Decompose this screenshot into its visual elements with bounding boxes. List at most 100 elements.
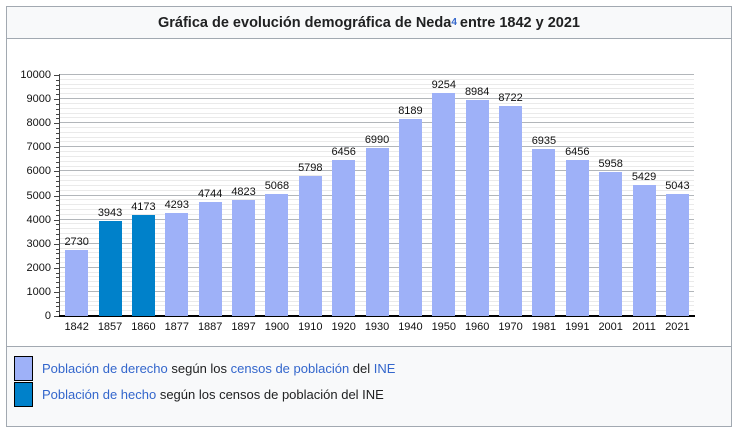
y-axis-tick [56,238,59,240]
y-axis-label: 0 [44,310,51,322]
y-axis-tick [54,171,59,173]
bar-value-label: 8984 [464,85,490,98]
bar-value-label: 5429 [631,171,657,184]
bar-value-label: 4173 [131,201,156,214]
bar-slot: 8984 [461,75,494,316]
gridline-minor [60,131,694,133]
bar-1930 [365,147,389,316]
bar-value-label: 6456 [331,146,356,159]
y-axis-tick [56,166,59,168]
y-axis-tick [56,301,59,303]
title-reference-link[interactable]: 4 [451,16,457,28]
bar-slot: 5043 [661,75,694,316]
bar-1960 [465,99,489,316]
bar-slot: 6990 [360,75,393,316]
bar-slot: 4744 [194,75,227,316]
gridline-major [60,146,694,148]
bar-slot: 6456 [327,75,360,316]
y-axis-label: 2000 [26,261,51,274]
y-axis-tick [54,291,59,293]
y-axis-tick [56,258,59,260]
y-axis-tick [56,200,59,202]
gridline-minor [60,78,694,80]
x-axis-label: 1897 [231,321,256,333]
legend-text-hecho: Población de hecho según los censos de p… [42,386,384,402]
y-axis-tick [56,161,59,163]
bar-value-label: 4293 [164,198,190,211]
bar-value-label: 8722 [498,91,523,104]
gridline-minor [60,127,694,129]
bar-slot: 8189 [394,75,427,316]
bar-slot: 4823 [227,75,260,316]
gridline-major [60,98,694,100]
bar-slot: 6456 [561,75,594,316]
bar-value-label: 6935 [531,134,557,147]
y-axis-tick [56,156,59,158]
y-axis-tick [54,243,59,245]
y-axis-tick [56,176,59,178]
chart-title-range: entre 1842 y 2021 [459,14,580,31]
bar-value-label: 2730 [64,236,89,249]
legend-swatch-derecho [14,355,33,381]
bar-slot: 4293 [160,75,193,316]
y-axis-tick [56,113,59,115]
y-axis-tick [56,214,59,216]
y-axis-label: 4000 [26,213,51,226]
y-axis-tick [56,103,59,105]
legend-swatch-hecho [14,381,33,407]
y-axis-tick [56,79,59,81]
x-axis-label: 2001 [598,321,623,333]
bar-1981 [532,148,556,316]
y-axis-label: 9000 [26,93,51,106]
bar-slot: 5068 [260,75,293,316]
y-axis-tick [56,272,59,274]
y-axis-tick [56,118,59,120]
x-axis-label: 1981 [531,321,557,333]
bar-slot: 9254 [427,75,460,316]
y-axis-tick [54,147,59,149]
bar-1920 [332,160,356,316]
gridline-minor [60,93,694,95]
y-axis-tick [56,229,59,231]
bar-slot: 4173 [127,75,160,316]
y-axis-tick [56,84,59,86]
x-axis-label: 1910 [298,321,323,333]
y-axis-tick [56,108,59,110]
gridline-minor [60,88,694,90]
gridline-minor [60,83,694,85]
bar-value-label: 3943 [97,206,123,219]
y-axis-label: 6000 [26,165,51,178]
bar-1991 [565,160,589,316]
y-axis-tick [56,142,59,144]
y-axis-tick [56,152,59,154]
y-axis-tick [56,185,59,187]
bar-2001 [599,172,623,316]
y-axis-tick [56,132,59,134]
bar-slot: 5429 [627,75,660,316]
y-axis-tick [56,224,59,226]
y-axis-tick [56,311,59,313]
link-censos-poblacion[interactable]: censos de población [230,360,350,376]
y-axis-tick [54,316,59,317]
y-axis-tick [54,123,59,125]
x-axis-label: 1920 [331,321,356,333]
y-axis-tick [56,262,59,264]
link-poblacion-derecho[interactable]: Población de derecho [42,360,168,376]
link-poblacion-hecho[interactable]: Población de hecho [42,386,157,402]
y-axis-label: 8000 [26,117,51,130]
link-ine[interactable]: INE [373,360,396,376]
bar-slot: 5798 [294,75,327,316]
y-axis-label: 10000 [20,69,51,81]
bar-1887 [198,201,222,316]
y-axis-label: 1000 [26,285,51,298]
bar-1860 [131,215,155,316]
x-axis-label: 2021 [665,321,690,333]
bar-1970 [499,105,523,316]
x-axis-labels: 1842 1857 1860 1877 1887 1897 1900 1910 1920 1930… [60,321,694,333]
legend-text-derecho: Población de derecho según los censos de… [42,360,396,376]
bar-1910 [298,176,322,316]
y-axis-tick [56,277,59,279]
x-axis-label: 1877 [164,321,190,333]
y-axis-label: 3000 [26,237,51,250]
bar-value-label: 9254 [431,78,457,91]
